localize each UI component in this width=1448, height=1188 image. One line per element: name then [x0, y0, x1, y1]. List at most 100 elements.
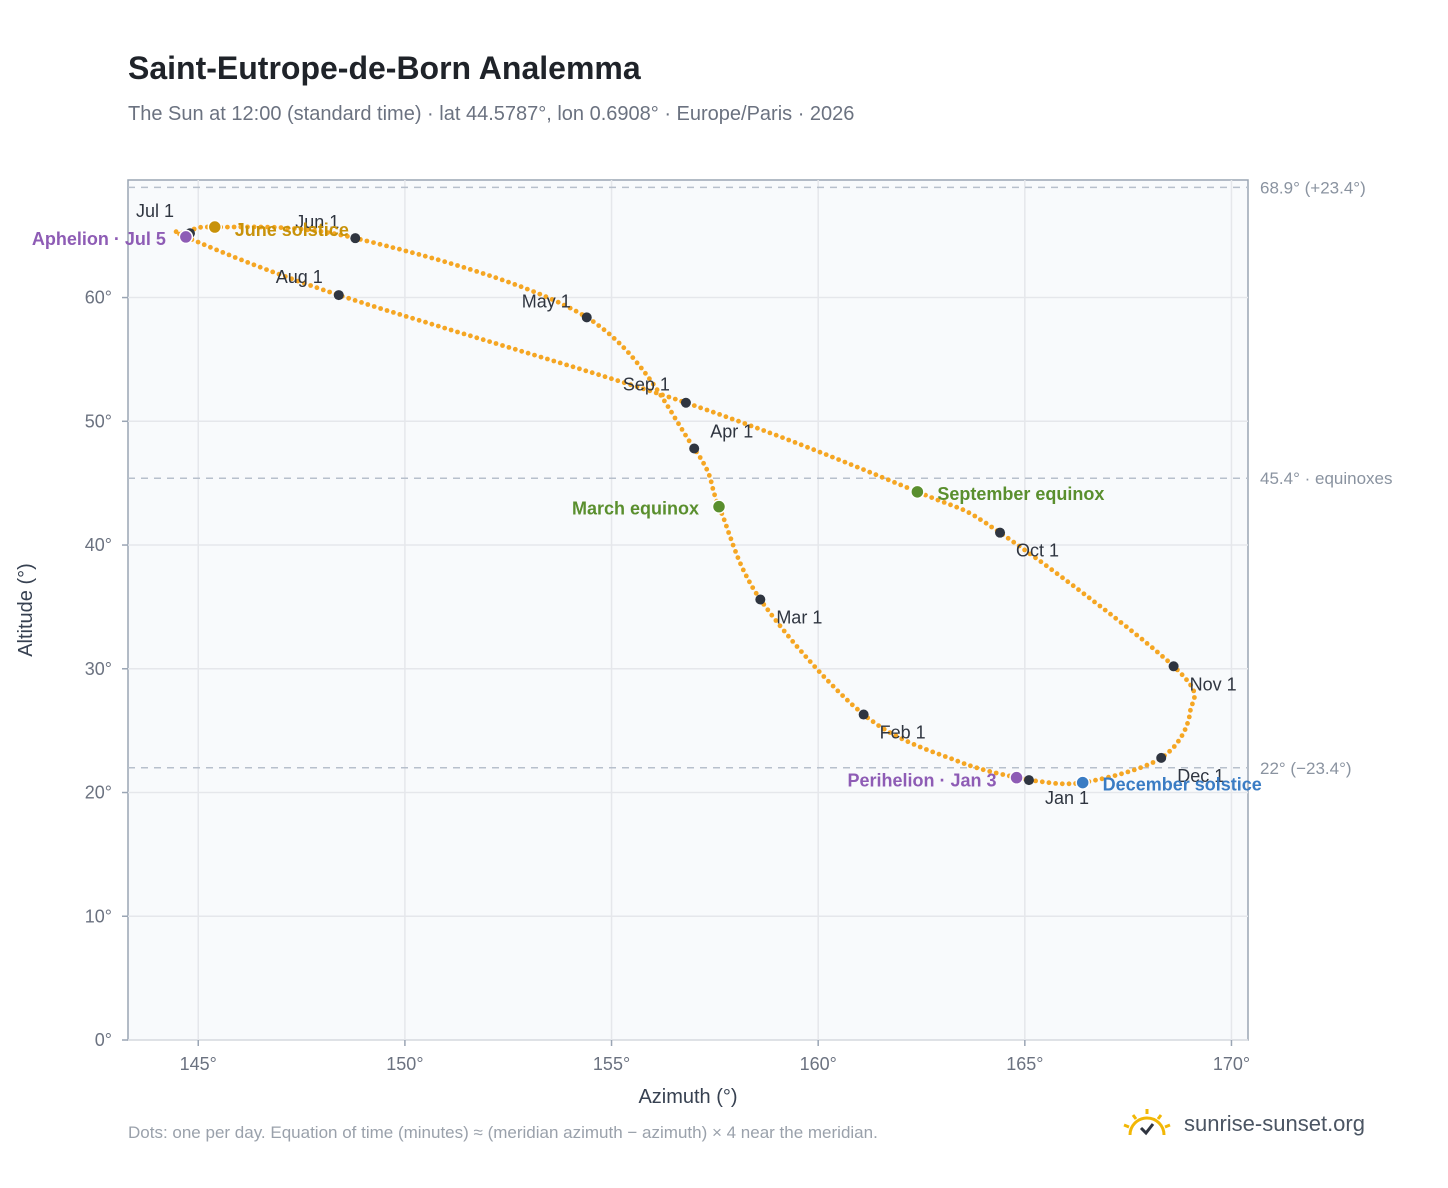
daily-dot — [930, 749, 936, 755]
daily-dot — [873, 472, 879, 478]
daily-dot — [807, 659, 813, 664]
daily-dot — [429, 255, 435, 261]
daily-dot — [929, 495, 935, 500]
daily-dot — [830, 683, 836, 689]
daily-dot — [710, 486, 716, 491]
month-label: Feb 1 — [880, 723, 926, 743]
daily-dot — [942, 754, 948, 759]
event-label: September equinox — [937, 484, 1104, 504]
daily-dot — [848, 462, 854, 467]
x-tick-label: 165° — [1006, 1054, 1043, 1074]
daily-dot — [972, 513, 978, 519]
month-label: Jul 1 — [136, 201, 174, 221]
daily-dot — [917, 744, 923, 750]
y-tick-label: 50° — [85, 411, 112, 431]
daily-dot — [1171, 744, 1177, 749]
x-tick-label: 160° — [800, 1054, 837, 1074]
daily-dot — [567, 305, 573, 311]
daily-dot — [519, 348, 525, 354]
daily-dot — [1060, 575, 1065, 581]
footnote: Dots: one per day. Equation of time (min… — [128, 1123, 878, 1142]
daily-dot — [397, 312, 403, 317]
daily-dot — [1070, 583, 1076, 589]
daily-dot — [954, 504, 960, 510]
daily-dot — [295, 278, 301, 284]
daily-dot — [1134, 632, 1140, 638]
daily-dot — [318, 229, 324, 234]
daily-dot — [1185, 721, 1190, 726]
daily-dot — [968, 763, 973, 769]
daily-dot — [1033, 555, 1038, 561]
daily-dot — [1123, 624, 1129, 629]
daily-dot — [743, 573, 749, 579]
daily-dot — [609, 376, 614, 382]
daily-dot — [750, 585, 756, 590]
daily-dot — [1059, 781, 1065, 787]
daily-dot — [626, 350, 631, 355]
daily-dot — [1184, 677, 1189, 683]
daily-dot — [905, 739, 911, 745]
daily-dot — [461, 265, 467, 270]
daily-dot — [876, 723, 881, 728]
daily-dot — [573, 308, 579, 314]
daily-dot — [1102, 607, 1108, 613]
sun-icon — [1123, 1109, 1171, 1136]
daily-dot — [545, 356, 550, 362]
daily-dot — [616, 340, 622, 346]
daily-dot — [1188, 682, 1193, 688]
x-axis-label: Azimuth (°) — [638, 1086, 737, 1108]
daily-dot — [1049, 567, 1055, 573]
daily-dot — [480, 337, 486, 343]
daily-dot — [941, 500, 947, 505]
daily-dot — [1179, 672, 1185, 678]
daily-dot — [870, 719, 876, 725]
daily-dot — [840, 693, 845, 698]
daily-dot — [881, 726, 887, 732]
daily-dot — [384, 308, 390, 313]
daily-dot — [289, 276, 294, 282]
daily-dot — [448, 327, 454, 333]
daily-dot — [555, 299, 561, 305]
daily-dot — [590, 319, 596, 324]
daily-dot — [518, 284, 524, 290]
daily-dot — [634, 360, 640, 366]
daily-dot — [672, 415, 678, 421]
daily-dot — [455, 329, 460, 335]
daily-dot — [698, 405, 703, 411]
event-label: June solstice — [235, 220, 349, 240]
daily-dot — [195, 239, 201, 245]
daily-dot — [1119, 771, 1124, 777]
daily-dot — [312, 228, 317, 234]
daily-dot — [435, 323, 441, 329]
daily-dot — [666, 394, 672, 400]
daily-dot — [638, 365, 644, 371]
daily-dot — [264, 267, 269, 272]
daily-dot — [416, 252, 422, 257]
daily-dot — [1188, 707, 1193, 713]
daily-dot — [830, 454, 835, 460]
daily-dot — [748, 423, 754, 429]
daily-dot — [338, 232, 344, 238]
daily-dot — [1125, 769, 1131, 775]
daily-dot — [416, 317, 422, 323]
daily-dot — [314, 285, 320, 291]
daily-dot — [1011, 539, 1017, 545]
reference-line-label: 22° (−23.4°) — [1260, 759, 1352, 778]
event-label: Perihelion · Jan 3 — [848, 771, 997, 791]
daily-dot — [384, 243, 389, 249]
daily-dot — [786, 633, 791, 639]
month-marker — [1156, 752, 1167, 763]
daily-dot — [1081, 591, 1087, 597]
brand-logo[interactable]: sunrise-sunset.org — [1122, 1104, 1365, 1144]
daily-dot — [826, 678, 831, 684]
daily-dot — [201, 242, 207, 248]
daily-dot — [239, 257, 244, 263]
daily-dot — [835, 688, 841, 694]
daily-dot — [325, 230, 331, 236]
daily-dot — [596, 323, 602, 328]
daily-dot — [773, 432, 779, 438]
daily-dot — [660, 392, 665, 398]
daily-dot — [1033, 778, 1038, 784]
y-tick-label: 10° — [85, 906, 112, 926]
daily-dot — [1138, 765, 1143, 771]
